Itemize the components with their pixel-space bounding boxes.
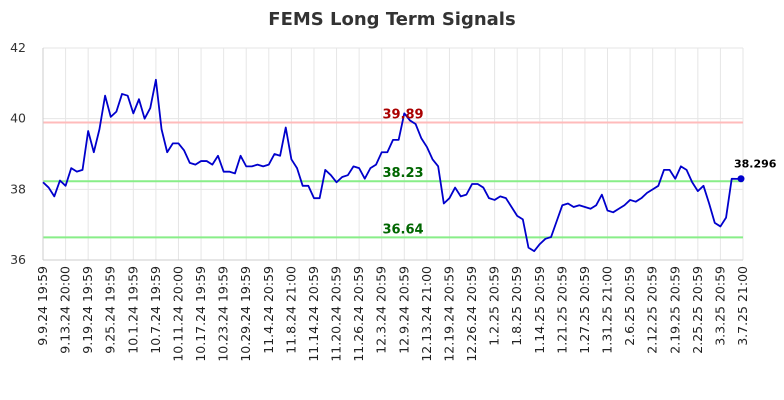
x-tick-label: 9.19.24 19:59 <box>80 266 95 354</box>
x-tick-label: 11.4.24 20:59 <box>261 266 276 354</box>
series-group <box>42 78 745 253</box>
x-tick-label: 12.9.24 20:59 <box>396 266 411 354</box>
x-tick-label: 1.31.25 21:00 <box>600 266 615 354</box>
price-line <box>42 78 744 253</box>
x-tick-label: 2.6.25 20:59 <box>622 266 637 346</box>
x-tick-label: 12.3.24 20:59 <box>374 266 389 354</box>
x-tick-label: 9.9.24 19:59 <box>35 266 50 346</box>
x-tick-label: 10.23.24 19:59 <box>216 266 231 362</box>
y-tick-label: 36 <box>10 252 26 267</box>
x-tick-label: 10.7.24 19:59 <box>148 266 163 354</box>
x-tick-label: 2.25.25 20:59 <box>690 266 705 354</box>
y-tick-label: 38 <box>10 181 26 196</box>
x-tick-label: 9.25.24 19:59 <box>103 266 118 354</box>
x-tick-label: 3.7.25 21:00 <box>735 266 750 346</box>
last-value-label: 38.296 <box>734 158 777 171</box>
x-tick-label: 3.3.25 20:59 <box>712 266 727 346</box>
axes: 9.9.24 19:59 9.13.24 20:00 9.19.24 19:59 9.… <box>10 40 750 362</box>
x-tick-label: 10.29.24 19:59 <box>238 266 253 362</box>
x-tick-label: 1.21.25 20:59 <box>554 266 569 354</box>
x-tick-label: 11.8.24 21:00 <box>283 266 298 354</box>
x-tick-label: 1.2.25 20:59 <box>487 266 502 346</box>
x-tick-label: 2.19.25 20:59 <box>667 266 682 354</box>
x-tick-label: 11.20.24 20:59 <box>329 266 344 362</box>
x-tick-label: 12.13.24 21:00 <box>419 266 434 362</box>
x-tick-label: 1.8.25 20:59 <box>509 266 524 346</box>
x-tick-label: 12.19.24 20:59 <box>441 266 456 362</box>
signal-level-label: 36.64 <box>382 222 423 237</box>
x-tick-label: 10.11.24 20:00 <box>170 266 185 362</box>
signal-level-label: 38.23 <box>382 166 423 181</box>
signal-levels <box>43 121 743 239</box>
x-tick-label: 9.13.24 20:00 <box>58 266 73 354</box>
last-value-dot <box>737 175 745 183</box>
chart-title: FEMS Long Term Signals <box>268 9 515 30</box>
x-tick-label: 1.27.25 20:59 <box>577 266 592 354</box>
x-tick-label: 10.17.24 19:59 <box>193 266 208 362</box>
x-tick-label: 11.26.24 20:59 <box>351 266 366 362</box>
x-tick-label: 2.12.25 20:59 <box>645 266 660 354</box>
y-tick-label: 42 <box>10 40 26 55</box>
x-tick-label: 12.26.24 20:59 <box>464 266 479 362</box>
y-tick-label: 40 <box>10 111 26 126</box>
x-tick-label: 10.1.24 19:59 <box>125 266 140 354</box>
x-tick-label: 1.14.25 20:59 <box>532 266 547 354</box>
x-tick-label: 11.14.24 20:59 <box>306 266 321 362</box>
signal-level-label: 39.89 <box>382 108 423 123</box>
labels-group: 39.89 38.23 36.64 38.296 <box>382 108 776 238</box>
